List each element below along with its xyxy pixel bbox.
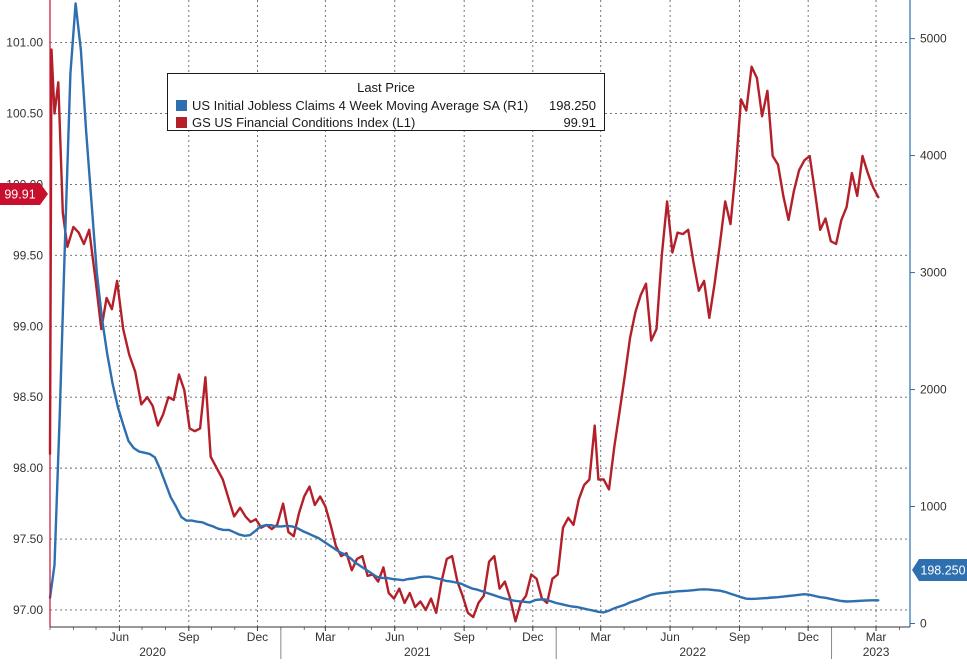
left-tick-label: 99.50 <box>13 248 43 262</box>
left-tick-label: 97.50 <box>13 532 43 546</box>
legend-label-financial-conditions: GS US Financial Conditions Index (L1) <box>192 115 416 130</box>
x-tick-label: Jun <box>110 630 129 644</box>
left-tick-label: 101.00 <box>6 36 43 50</box>
right-tick-label: 5000 <box>920 32 947 46</box>
legend-value-financial-conditions: 99.91 <box>563 115 596 130</box>
left-tick-label: 99.00 <box>13 319 43 333</box>
x-tick-label: Mar <box>590 630 611 644</box>
x-tick-label: Jun <box>660 630 679 644</box>
x-tick-label: Dec <box>797 630 818 644</box>
year-label: 2023 <box>863 645 890 659</box>
left-tick-label: 100.50 <box>6 106 43 120</box>
grid-layer <box>50 0 910 627</box>
legend-entry-jobless-claims: US Initial Jobless Claims 4 Week Moving … <box>176 97 596 114</box>
left-tick-label: 97.00 <box>13 603 43 617</box>
right-tick-label: 2000 <box>920 383 947 397</box>
x-tick-label: Sep <box>729 630 751 644</box>
left-tick-label: 98.00 <box>13 461 43 475</box>
left-last-value-tag: 99.91 <box>0 183 48 205</box>
legend-swatch-financial-conditions <box>176 117 187 128</box>
legend-entry-financial-conditions: GS US Financial Conditions Index (L1) 99… <box>176 114 596 131</box>
legend-value-jobless-claims: 198.250 <box>549 98 596 113</box>
right-tag-shape <box>912 559 967 581</box>
legend-swatch-jobless-claims <box>176 100 187 111</box>
axis-layer: 97.0097.5098.0098.5099.0099.50100.00100.… <box>6 0 947 659</box>
right-tick-label: 4000 <box>920 149 947 163</box>
x-tick-label: Sep <box>178 630 200 644</box>
x-tick-label: Dec <box>247 630 268 644</box>
left-tag-shape <box>0 183 48 205</box>
left-tick-label: 98.50 <box>13 390 43 404</box>
x-tick-label: Dec <box>522 630 543 644</box>
series-line-jobless-claims <box>48 2 880 614</box>
legend-title: Last Price <box>357 80 415 95</box>
x-tick-label: Sep <box>453 630 475 644</box>
right-tick-label: 0 <box>920 616 927 630</box>
legend-label-jobless-claims: US Initial Jobless Claims 4 Week Moving … <box>192 98 529 113</box>
right-last-value-tag: 198.250 <box>912 559 967 581</box>
year-label: 2021 <box>404 645 431 659</box>
x-tick-label: Mar <box>315 630 336 644</box>
series-layer <box>48 2 880 623</box>
year-label: 2020 <box>139 645 166 659</box>
right-tick-label: 3000 <box>920 266 947 280</box>
right-tag-text: 198.250 <box>920 564 965 578</box>
series-line-financial-conditions <box>48 48 880 623</box>
x-tick-label: Jun <box>385 630 404 644</box>
right-tick-label: 1000 <box>920 500 947 514</box>
x-tick-label: Mar <box>866 630 887 644</box>
left-tag-text: 99.91 <box>4 188 35 202</box>
year-label: 2022 <box>679 645 706 659</box>
legend: Last Price US Initial Jobless Claims 4 W… <box>167 73 605 131</box>
